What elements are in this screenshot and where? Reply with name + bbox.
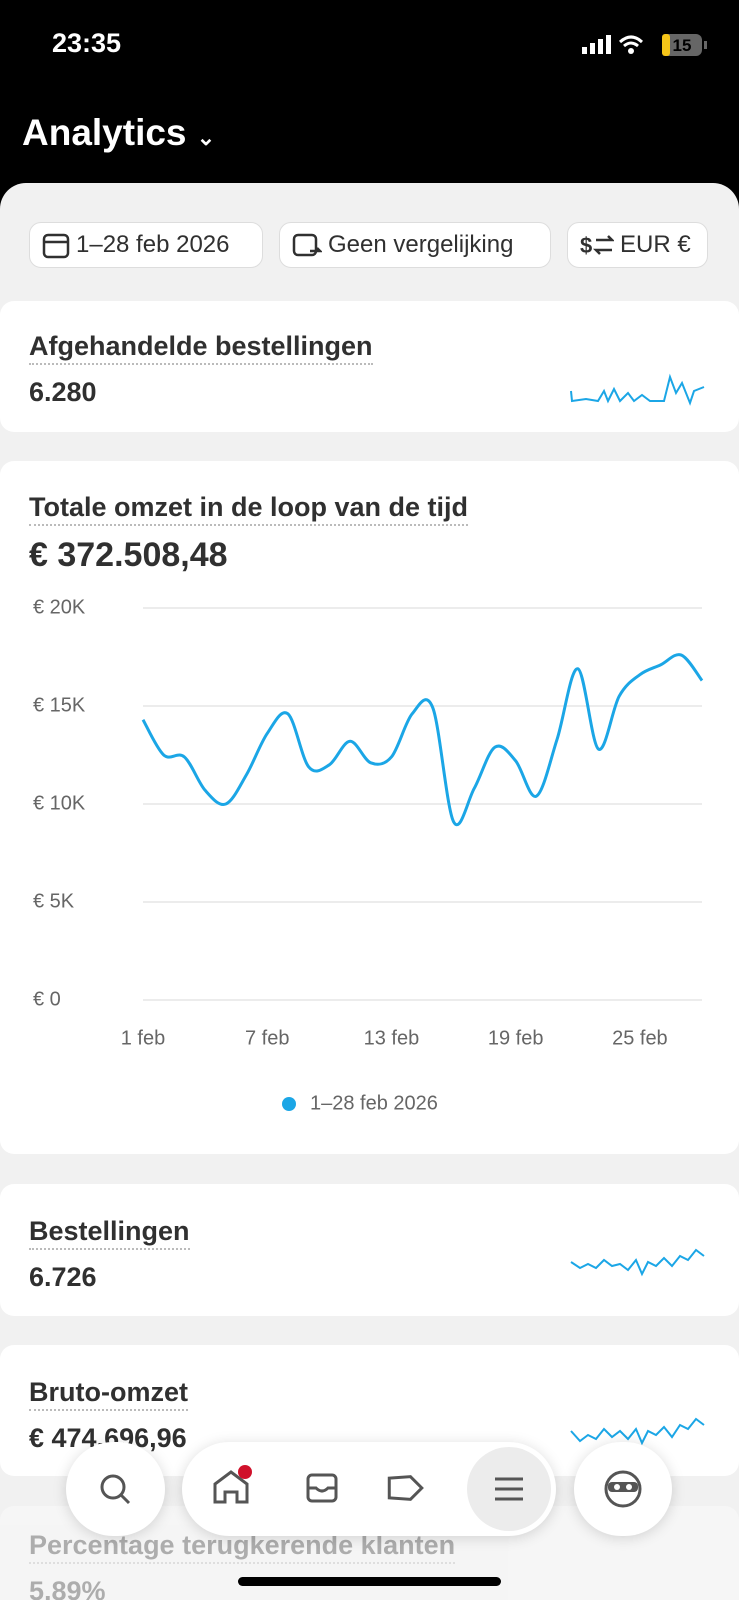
- chart-card: [0, 461, 739, 1154]
- metric-value: 6.280: [29, 377, 97, 407]
- page-title-text: Analytics: [22, 112, 187, 153]
- y-tick-label: € 0: [33, 988, 61, 1010]
- y-tick-label: € 10K: [33, 792, 86, 814]
- x-tick-label: 1 feb: [121, 1027, 165, 1049]
- legend-label: 1–28 feb 2026: [310, 1092, 438, 1114]
- y-tick-label: € 20K: [33, 596, 86, 618]
- currency-filter[interactable]: $ EUR €: [567, 222, 708, 268]
- compare-icon: [292, 233, 322, 257]
- filter-text: EUR €: [620, 231, 691, 258]
- svg-text:$: $: [580, 233, 592, 258]
- y-tick-label: € 15K: [33, 694, 86, 716]
- metric-value: 5,89%: [29, 1576, 106, 1600]
- metric-label: Bestellingen: [29, 1216, 190, 1250]
- revenue-line: [141, 653, 704, 826]
- time: 23:35: [52, 28, 122, 58]
- metric-card[interactable]: Bestellingen 6.726: [0, 1184, 739, 1316]
- status-icons: 15: [582, 34, 707, 56]
- filter-text: 1–28 feb 2026: [76, 231, 230, 258]
- currency-icon: $: [580, 233, 614, 258]
- home-tab[interactable]: [213, 1470, 249, 1504]
- x-tick-label: 25 feb: [612, 1027, 668, 1049]
- date-filter[interactable]: 1–28 feb 2026: [29, 222, 263, 268]
- x-tick-label: 13 feb: [364, 1027, 420, 1049]
- sparkline: [570, 373, 705, 406]
- chart-title: Totale omzet in de loop van de tijd: [29, 492, 469, 526]
- x-tick-label: 7 feb: [245, 1027, 289, 1049]
- metric-card[interactable]: Afgehandelde bestellingen 6.280: [0, 301, 739, 432]
- battery-level: 15: [673, 36, 692, 55]
- page-title[interactable]: Analytics ⌄: [22, 112, 216, 153]
- avatar-icon: [604, 1470, 642, 1508]
- legend-marker: [282, 1097, 296, 1111]
- line-chart: € 0 € 5K € 10K € 15K € 20K 1 feb 7 feb 13 feb 19…: [33, 596, 704, 1114]
- x-tick-label: 19 feb: [488, 1027, 544, 1049]
- tab-bar: [182, 1442, 556, 1536]
- profile-button[interactable]: [574, 1442, 672, 1536]
- metric-label: Afgehandelde bestellingen: [29, 331, 373, 365]
- sparkline: [570, 1417, 705, 1446]
- y-tick-label: € 5K: [33, 890, 75, 912]
- filter-text: Geen vergelijking: [328, 231, 514, 258]
- compare-filter[interactable]: Geen vergelijking: [279, 222, 551, 268]
- top-bar: [0, 0, 739, 210]
- home-indicator: [238, 1577, 501, 1586]
- tag-tab[interactable]: [379, 1467, 424, 1509]
- chart-total: € 372.508,48: [29, 536, 228, 574]
- search-icon: [100, 1474, 131, 1505]
- calendar-icon: [42, 233, 70, 259]
- metric-label: Bruto-omzet: [29, 1377, 188, 1411]
- metric-value: 6.726: [29, 1262, 97, 1292]
- tab-icons: [213, 1447, 551, 1531]
- search-button[interactable]: [66, 1442, 165, 1536]
- sparkline: [570, 1248, 705, 1277]
